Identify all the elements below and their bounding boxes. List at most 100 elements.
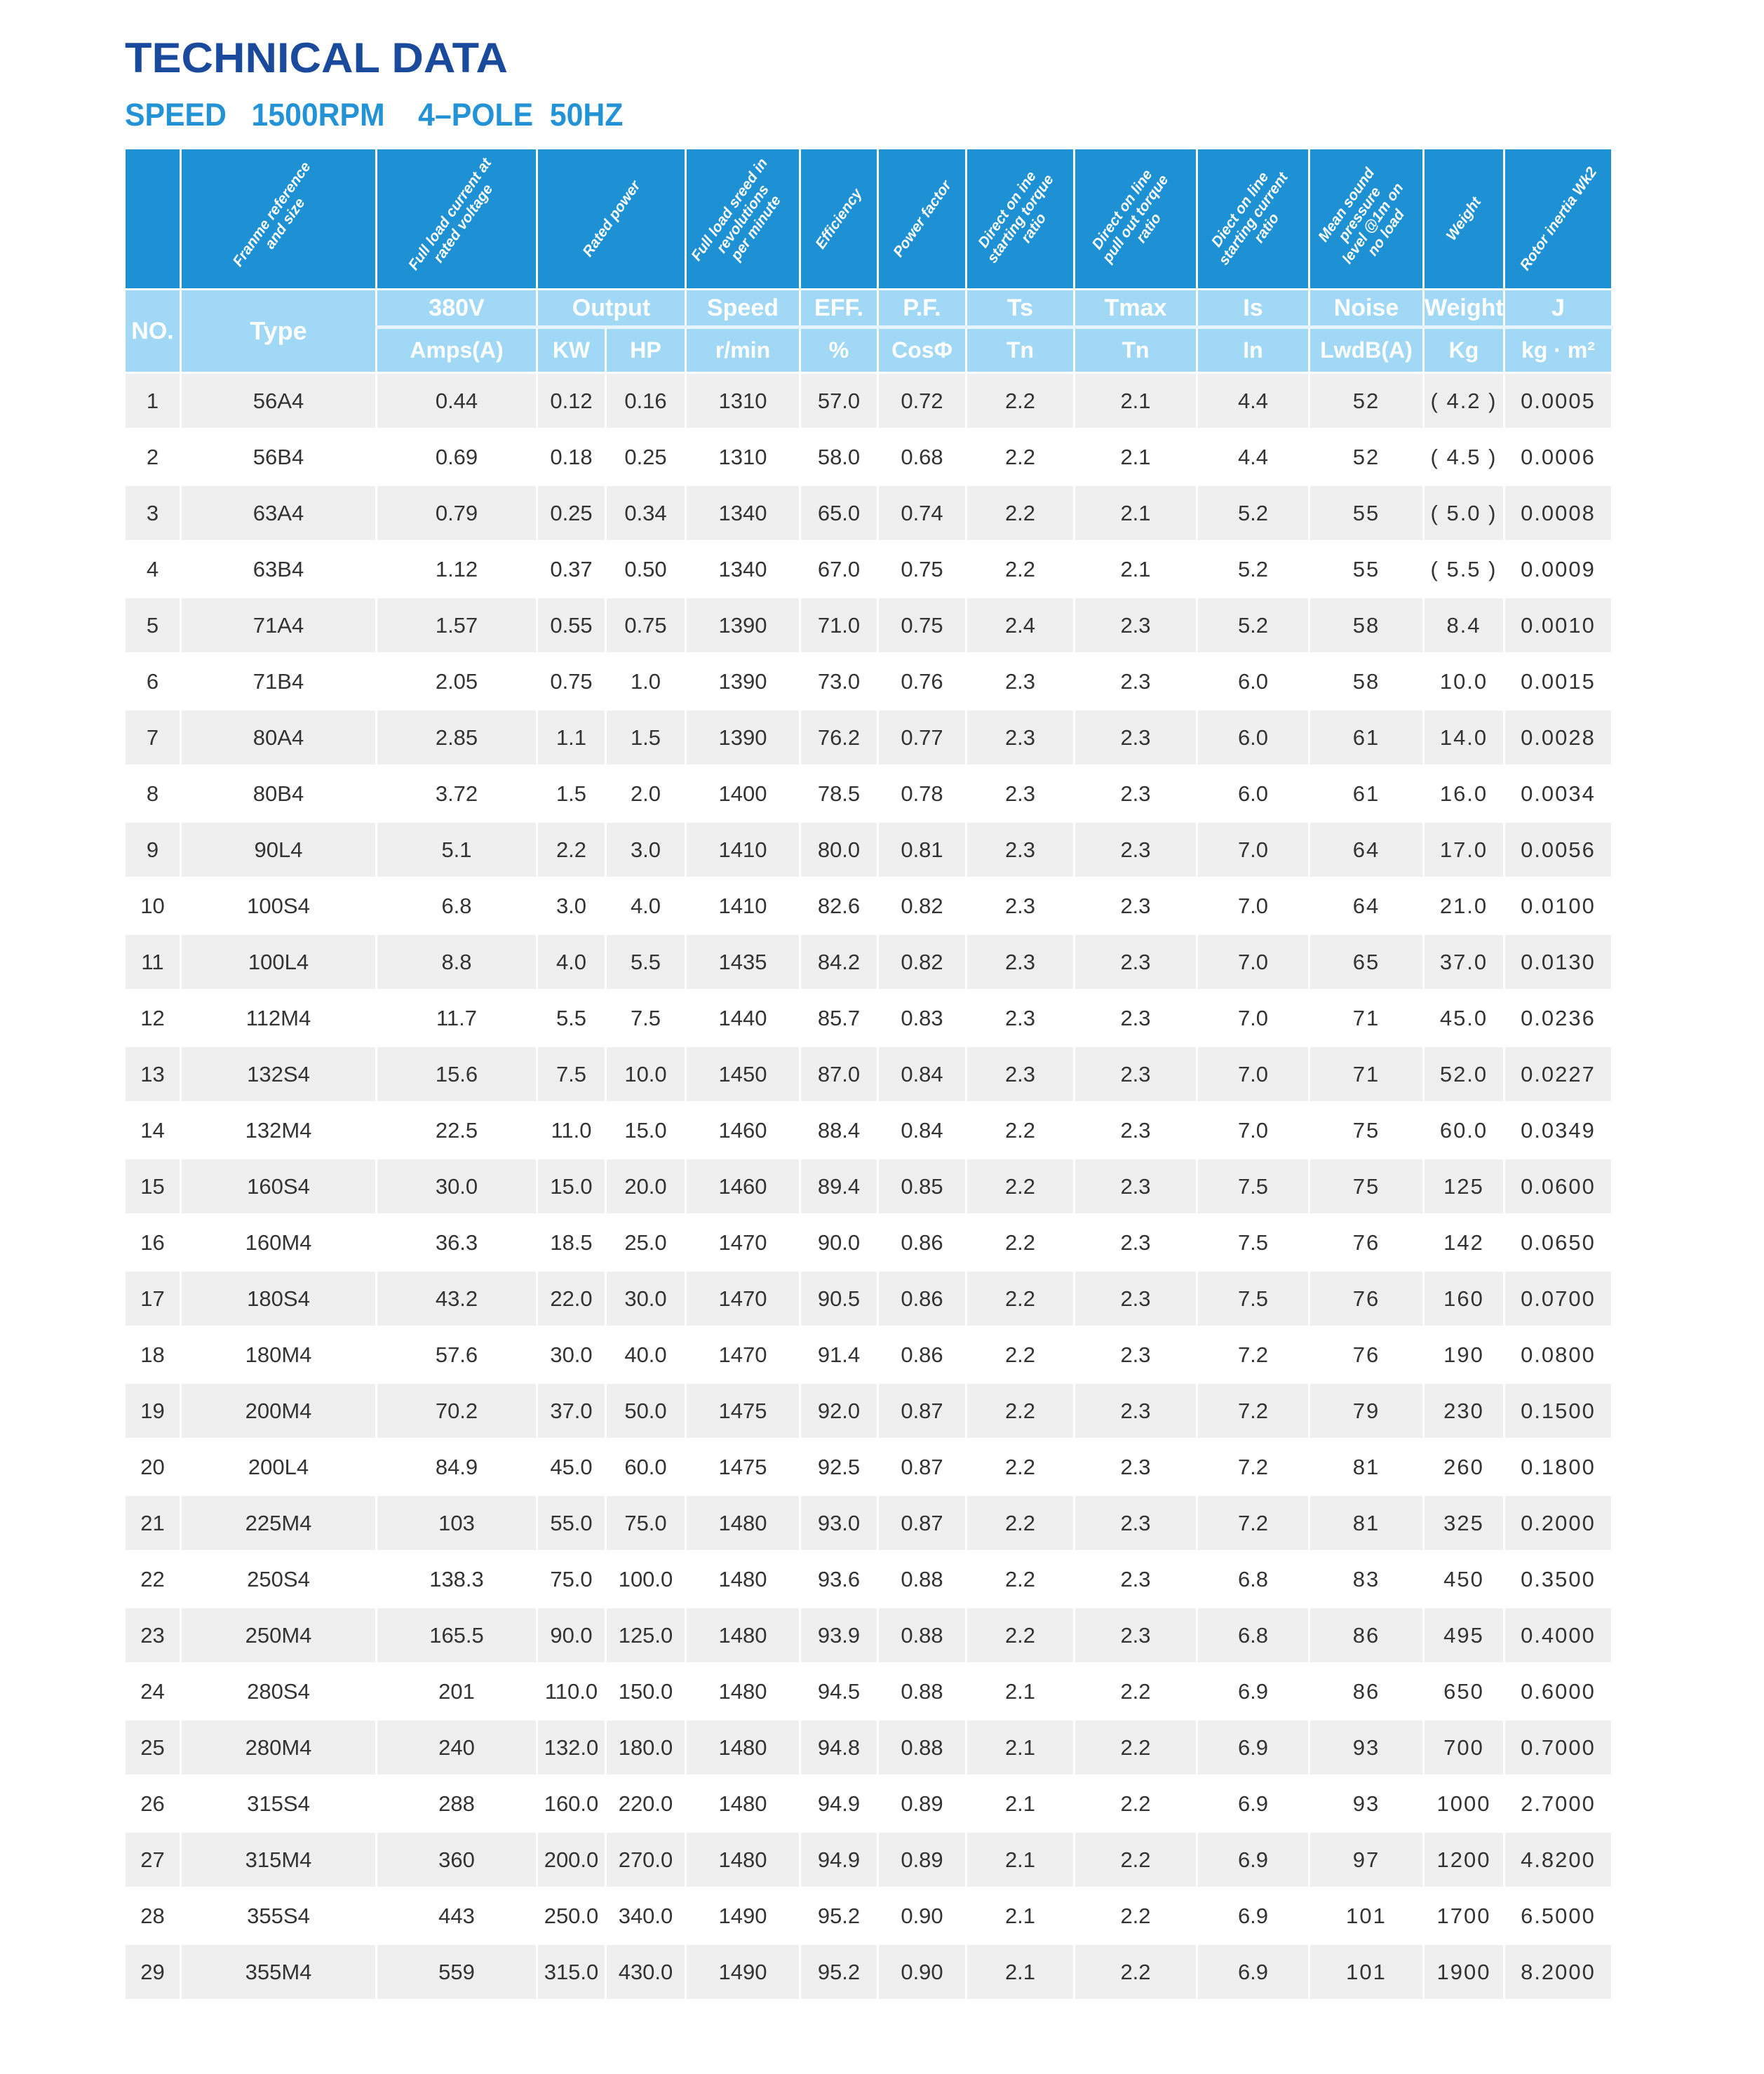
cell-weight: ( 5.0 ) bbox=[1422, 484, 1505, 541]
cell-no: 13 bbox=[123, 1045, 182, 1103]
header-label: Direct on line pull out torque ratio bbox=[1089, 166, 1172, 266]
cell-weight: 1000 bbox=[1422, 1775, 1505, 1832]
cell-kw: 18.5 bbox=[536, 1213, 607, 1271]
cell-type: 200M4 bbox=[180, 1382, 377, 1439]
cell-tmax-tn: 2.3 bbox=[1073, 1326, 1198, 1383]
cell-inertia: 0.0800 bbox=[1503, 1326, 1613, 1383]
cell-amps: 0.79 bbox=[375, 484, 538, 541]
cell-power-factor: 0.90 bbox=[877, 1887, 967, 1944]
cell-type: 56B4 bbox=[180, 428, 377, 485]
cell-inertia: 0.0600 bbox=[1503, 1157, 1613, 1215]
cell-noise: 93 bbox=[1308, 1775, 1425, 1832]
cell-is-in: 7.0 bbox=[1196, 1045, 1310, 1103]
cell-kw: 132.0 bbox=[536, 1718, 607, 1776]
cell-type: 315S4 bbox=[180, 1775, 377, 1832]
table-row: 5 71A4 1.57 0.55 0.75 1390 71.0 0.75 2.4 2.3 5.2 58… bbox=[123, 596, 1613, 654]
cell-amps: 559 bbox=[375, 1943, 538, 1999]
cell-is-in: 6.8 bbox=[1196, 1606, 1310, 1664]
header-voltage: 380V bbox=[375, 289, 538, 329]
cell-is-in: 6.0 bbox=[1196, 652, 1310, 710]
cell-efficiency: 67.0 bbox=[799, 540, 879, 598]
cell-tmax-tn: 2.3 bbox=[1073, 1550, 1198, 1608]
cell-speed: 1480 bbox=[685, 1775, 801, 1832]
cell-hp: 220.0 bbox=[605, 1775, 687, 1832]
cell-noise: 81 bbox=[1308, 1438, 1425, 1495]
cell-kw: 0.18 bbox=[536, 428, 607, 485]
cell-inertia: 0.0010 bbox=[1503, 596, 1613, 654]
header-ts: Ts bbox=[965, 289, 1075, 329]
table-row: 21 225M4 103 55.0 75.0 1480 93.0 0.87 2.2 2.3 7.2 8… bbox=[123, 1494, 1613, 1551]
cell-type: 250S4 bbox=[180, 1550, 377, 1608]
cell-efficiency: 94.5 bbox=[799, 1662, 879, 1720]
header-efficiency: Efficiency bbox=[799, 149, 879, 290]
cell-amps: 2.85 bbox=[375, 708, 538, 766]
cell-noise: 55 bbox=[1308, 484, 1425, 541]
cell-hp: 2.0 bbox=[605, 765, 687, 822]
cell-power-factor: 0.84 bbox=[877, 1045, 967, 1103]
cell-ts-tn: 2.3 bbox=[965, 821, 1075, 878]
cell-hp: 100.0 bbox=[605, 1550, 687, 1608]
cell-weight: 450 bbox=[1422, 1550, 1505, 1608]
cell-ts-tn: 2.2 bbox=[965, 540, 1075, 598]
cell-no: 6 bbox=[123, 652, 182, 710]
cell-noise: 58 bbox=[1308, 652, 1425, 710]
cell-kw: 15.0 bbox=[536, 1157, 607, 1215]
cell-noise: 101 bbox=[1308, 1887, 1425, 1944]
cell-kw: 3.0 bbox=[536, 877, 607, 934]
cell-ts-tn: 2.1 bbox=[965, 1887, 1075, 1944]
cell-type: 280M4 bbox=[180, 1718, 377, 1776]
cell-kw: 5.5 bbox=[536, 989, 607, 1046]
cell-kw: 1.1 bbox=[536, 708, 607, 766]
cell-type: 80B4 bbox=[180, 765, 377, 822]
cell-ts-tn: 2.4 bbox=[965, 596, 1075, 654]
cell-is-in: 6.9 bbox=[1196, 1718, 1310, 1776]
cell-power-factor: 0.88 bbox=[877, 1606, 967, 1664]
cell-hp: 15.0 bbox=[605, 1101, 687, 1159]
cell-amps: 360 bbox=[375, 1831, 538, 1888]
cell-inertia: 0.0034 bbox=[1503, 765, 1613, 822]
header-symbol-row: NO. Type 380V Output Speed EFF. P.F. Ts … bbox=[123, 289, 1613, 373]
cell-tmax-tn: 2.3 bbox=[1073, 933, 1198, 990]
cell-type: 63A4 bbox=[180, 484, 377, 541]
cell-type: 80A4 bbox=[180, 708, 377, 766]
cell-inertia: 0.1800 bbox=[1503, 1438, 1613, 1495]
cell-power-factor: 0.87 bbox=[877, 1494, 967, 1551]
cell-hp: 0.75 bbox=[605, 596, 687, 654]
cell-kw: 110.0 bbox=[536, 1662, 607, 1720]
cell-efficiency: 93.0 bbox=[799, 1494, 879, 1551]
cell-weight: 1200 bbox=[1422, 1831, 1505, 1888]
cell-kw: 200.0 bbox=[536, 1831, 607, 1888]
cell-amps: 443 bbox=[375, 1887, 538, 1944]
cell-amps: 15.6 bbox=[375, 1045, 538, 1103]
cell-no: 11 bbox=[123, 933, 182, 990]
cell-speed: 1460 bbox=[685, 1157, 801, 1215]
cell-inertia: 0.0650 bbox=[1503, 1213, 1613, 1271]
cell-type: 112M4 bbox=[180, 989, 377, 1046]
cell-power-factor: 0.90 bbox=[877, 1943, 967, 1999]
table-row: 9 90L4 5.1 2.2 3.0 1410 80.0 0.81 2.3 2.3 7.0 64 17.… bbox=[123, 821, 1613, 878]
header-hp-unit: HP bbox=[605, 327, 687, 373]
header-noise-symbol: Noise bbox=[1308, 289, 1425, 329]
cell-weight: 650 bbox=[1422, 1662, 1505, 1720]
cell-power-factor: 0.68 bbox=[877, 428, 967, 485]
cell-inertia: 0.0100 bbox=[1503, 877, 1613, 934]
cell-power-factor: 0.78 bbox=[877, 765, 967, 822]
cell-speed: 1340 bbox=[685, 484, 801, 541]
cell-tmax-tn: 2.3 bbox=[1073, 1213, 1198, 1271]
cell-speed: 1490 bbox=[685, 1943, 801, 1999]
cell-type: 355S4 bbox=[180, 1887, 377, 1944]
cell-efficiency: 89.4 bbox=[799, 1157, 879, 1215]
cell-inertia: 0.0028 bbox=[1503, 708, 1613, 766]
cell-no: 1 bbox=[123, 372, 182, 429]
header-weight: Weight bbox=[1422, 149, 1505, 290]
header-type: Type bbox=[180, 289, 377, 373]
cell-amps: 3.72 bbox=[375, 765, 538, 822]
cell-hp: 10.0 bbox=[605, 1045, 687, 1103]
table-row: 13 132S4 15.6 7.5 10.0 1450 87.0 0.84 2.3 2.3 7.0 7… bbox=[123, 1045, 1613, 1103]
cell-weight: 60.0 bbox=[1422, 1101, 1505, 1159]
cell-inertia: 0.1500 bbox=[1503, 1382, 1613, 1439]
cell-amps: 240 bbox=[375, 1718, 538, 1776]
cell-is-in: 6.9 bbox=[1196, 1887, 1310, 1944]
cell-amps: 165.5 bbox=[375, 1606, 538, 1664]
cell-is-in: 7.2 bbox=[1196, 1438, 1310, 1495]
